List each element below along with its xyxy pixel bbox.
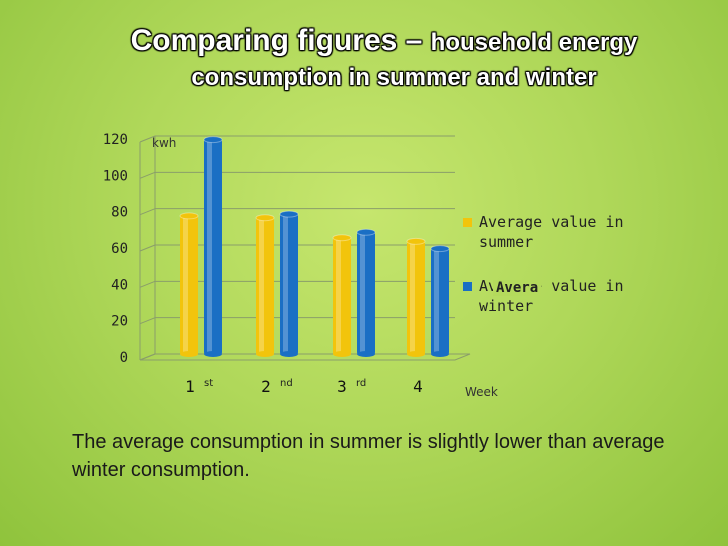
legend-swatch-summer bbox=[463, 218, 472, 227]
bar-highlight bbox=[360, 234, 365, 352]
y-tick-label: 80 bbox=[111, 205, 128, 221]
bar-summer bbox=[179, 212, 199, 357]
title-main: Comparing figures – bbox=[130, 24, 431, 57]
bar-body bbox=[280, 214, 298, 354]
bar-body bbox=[180, 215, 198, 354]
bar-bottom bbox=[256, 351, 274, 357]
x-tick-label: 1 bbox=[185, 377, 195, 396]
bar-body bbox=[256, 217, 274, 354]
gridline-depth bbox=[139, 280, 156, 288]
bar-bottom bbox=[280, 351, 298, 357]
bar-top bbox=[255, 214, 275, 222]
bar-top bbox=[332, 234, 352, 242]
bar-bottom bbox=[431, 351, 449, 357]
y-tick-label: 60 bbox=[111, 241, 128, 257]
bar-bottom bbox=[357, 351, 375, 357]
bar-summer bbox=[406, 237, 426, 357]
bar-top bbox=[203, 136, 223, 144]
bar-highlight bbox=[410, 243, 415, 352]
bar-summer bbox=[255, 214, 275, 357]
y-axis-label: kwh bbox=[152, 136, 176, 150]
x-axis-ticks: 1 st 2 nd 3 rd 4 bbox=[185, 377, 423, 396]
bar-highlight bbox=[336, 239, 341, 352]
title-small: household energy bbox=[430, 29, 638, 56]
x-tick-suffix: nd bbox=[280, 378, 293, 389]
bar-summer bbox=[332, 234, 352, 357]
x-tick-label: 2 bbox=[261, 377, 271, 396]
y-tick-label: 20 bbox=[111, 314, 128, 330]
caption-text: The average consumption in summer is sli… bbox=[72, 431, 665, 481]
gridline-depth bbox=[139, 208, 156, 216]
bar-highlight bbox=[283, 216, 288, 352]
legend-label-summer: Average value in summer bbox=[479, 213, 624, 251]
bar-body bbox=[407, 241, 425, 354]
y-tick-label: 100 bbox=[103, 168, 128, 184]
gridline-depth bbox=[139, 135, 156, 143]
chart-bars bbox=[179, 136, 450, 357]
x-tick-label: 4 bbox=[413, 377, 423, 396]
x-tick-suffix: st bbox=[204, 378, 213, 389]
gridline-depth bbox=[139, 244, 156, 252]
floor bbox=[139, 353, 471, 361]
bar-top bbox=[406, 237, 426, 245]
x-tick-label: 3 bbox=[337, 377, 347, 396]
bar-winter bbox=[203, 136, 223, 357]
y-axis-ticks: 0 20 40 60 80 100 120 bbox=[103, 132, 128, 366]
bar-top bbox=[279, 210, 299, 218]
bar-bottom bbox=[204, 351, 222, 357]
legend-overlay-text: Avera bbox=[493, 280, 542, 296]
y-tick-label: 0 bbox=[120, 350, 128, 366]
x-axis-label: Week bbox=[465, 385, 498, 399]
bar-highlight bbox=[259, 219, 264, 352]
bar-body bbox=[431, 248, 449, 354]
bar-highlight bbox=[207, 141, 212, 352]
bar-bottom bbox=[333, 351, 351, 357]
bar-winter bbox=[279, 210, 299, 357]
gridline-depth bbox=[139, 317, 156, 325]
bar-bottom bbox=[407, 351, 425, 357]
bar-top bbox=[356, 228, 376, 236]
bar-top bbox=[430, 245, 450, 253]
legend-swatch-winter bbox=[463, 282, 472, 291]
bar-winter bbox=[430, 245, 450, 357]
gridline-depth bbox=[139, 171, 156, 179]
y-tick-label: 120 bbox=[103, 132, 128, 148]
bar-body bbox=[357, 232, 375, 354]
bar-highlight bbox=[434, 250, 439, 352]
page-title-line-1: Comparing figures – household energy bbox=[0, 24, 728, 58]
bar-winter bbox=[356, 228, 376, 357]
x-tick-suffix: rd bbox=[356, 378, 366, 389]
bar-highlight bbox=[183, 217, 188, 352]
bar-top bbox=[179, 212, 199, 220]
bar-bottom bbox=[180, 351, 198, 357]
y-tick-label: 40 bbox=[111, 277, 128, 293]
page-title-line-2: consumption in summer and winter bbox=[191, 64, 597, 91]
bar-body bbox=[204, 139, 222, 354]
bar-body bbox=[333, 237, 351, 354]
